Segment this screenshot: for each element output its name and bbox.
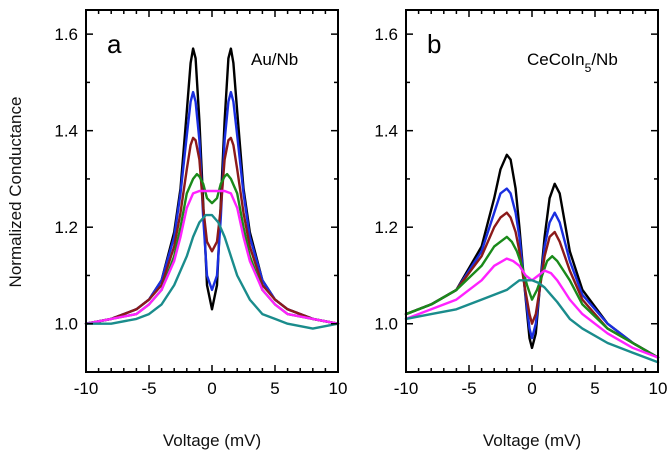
panel-a-series-1-line xyxy=(84,47,340,325)
panel-b-x-tick-label: 10 xyxy=(649,379,668,398)
panel-b-series-5-line xyxy=(404,257,660,359)
panel-a-y-tick-label: 1.2 xyxy=(54,218,78,237)
panel-b-y-tick-label: 1.6 xyxy=(374,25,398,44)
panel-b-series-4-line xyxy=(404,235,660,359)
panel-b-label: CeCoIn5/Nb xyxy=(527,50,618,75)
panel-b-x-tick-label: -10 xyxy=(394,379,419,398)
panel-a-series-5-line xyxy=(84,189,340,325)
panel-a-x-tick-label: 10 xyxy=(329,379,348,398)
panel-b-series-6-line xyxy=(404,279,660,364)
panel-a-y-tick-label: 1.0 xyxy=(54,315,78,334)
panel-a-y-tick-label: 1.6 xyxy=(54,25,78,44)
panel-a: -10 -5 0 5 10 1.0 1.2 1.4 1.6 a Au/Nb Voltage (m… xyxy=(54,9,347,450)
panel-b-x-tick-label: 5 xyxy=(590,379,599,398)
panel-b-y-tick-label: 1.0 xyxy=(374,315,398,334)
panel-b-series-3-line xyxy=(404,211,660,359)
panel-a-letter: a xyxy=(107,29,122,59)
panel-b-x-tick-label: 0 xyxy=(527,379,536,398)
panel-a-series-3-line xyxy=(84,136,340,325)
panel-a-x-tick-label: -5 xyxy=(141,379,156,398)
panel-a-series-6-line xyxy=(84,213,340,330)
panel-b-series xyxy=(404,153,660,364)
panel-b-x-axis-title: Voltage (mV) xyxy=(483,431,581,450)
panel-b-series-1-line xyxy=(404,153,660,359)
panel-a-x-tick-label: 5 xyxy=(270,379,279,398)
panel-a-x-tick-label: 0 xyxy=(207,379,216,398)
panel-a-x-axis-title: Voltage (mV) xyxy=(163,431,261,450)
panel-b-letter: b xyxy=(427,29,441,59)
panel-a-series xyxy=(84,47,340,330)
panel-a-label: Au/Nb xyxy=(251,50,298,69)
panel-b-y-tick-label: 1.4 xyxy=(374,122,398,141)
panel-a-series-2-line xyxy=(84,90,340,325)
panel-b-series-2-line xyxy=(404,187,660,359)
panel-b-y-tick-label: 1.2 xyxy=(374,218,398,237)
panel-b: -10 -5 0 5 10 1.0 1.2 1.4 1.6 b CeCoIn5/Nb Volta… xyxy=(374,9,667,450)
panel-a-ticks: -10 -5 0 5 10 1.0 1.2 1.4 1.6 xyxy=(54,10,347,398)
panel-a-x-tick-label: -10 xyxy=(74,379,99,398)
panel-b-ticks: -10 -5 0 5 10 1.0 1.2 1.4 1.6 xyxy=(374,10,667,398)
panel-a-y-tick-label: 1.4 xyxy=(54,122,78,141)
y-axis-title: Normalized Conductance xyxy=(6,97,25,288)
panel-b-x-tick-label: -5 xyxy=(461,379,476,398)
